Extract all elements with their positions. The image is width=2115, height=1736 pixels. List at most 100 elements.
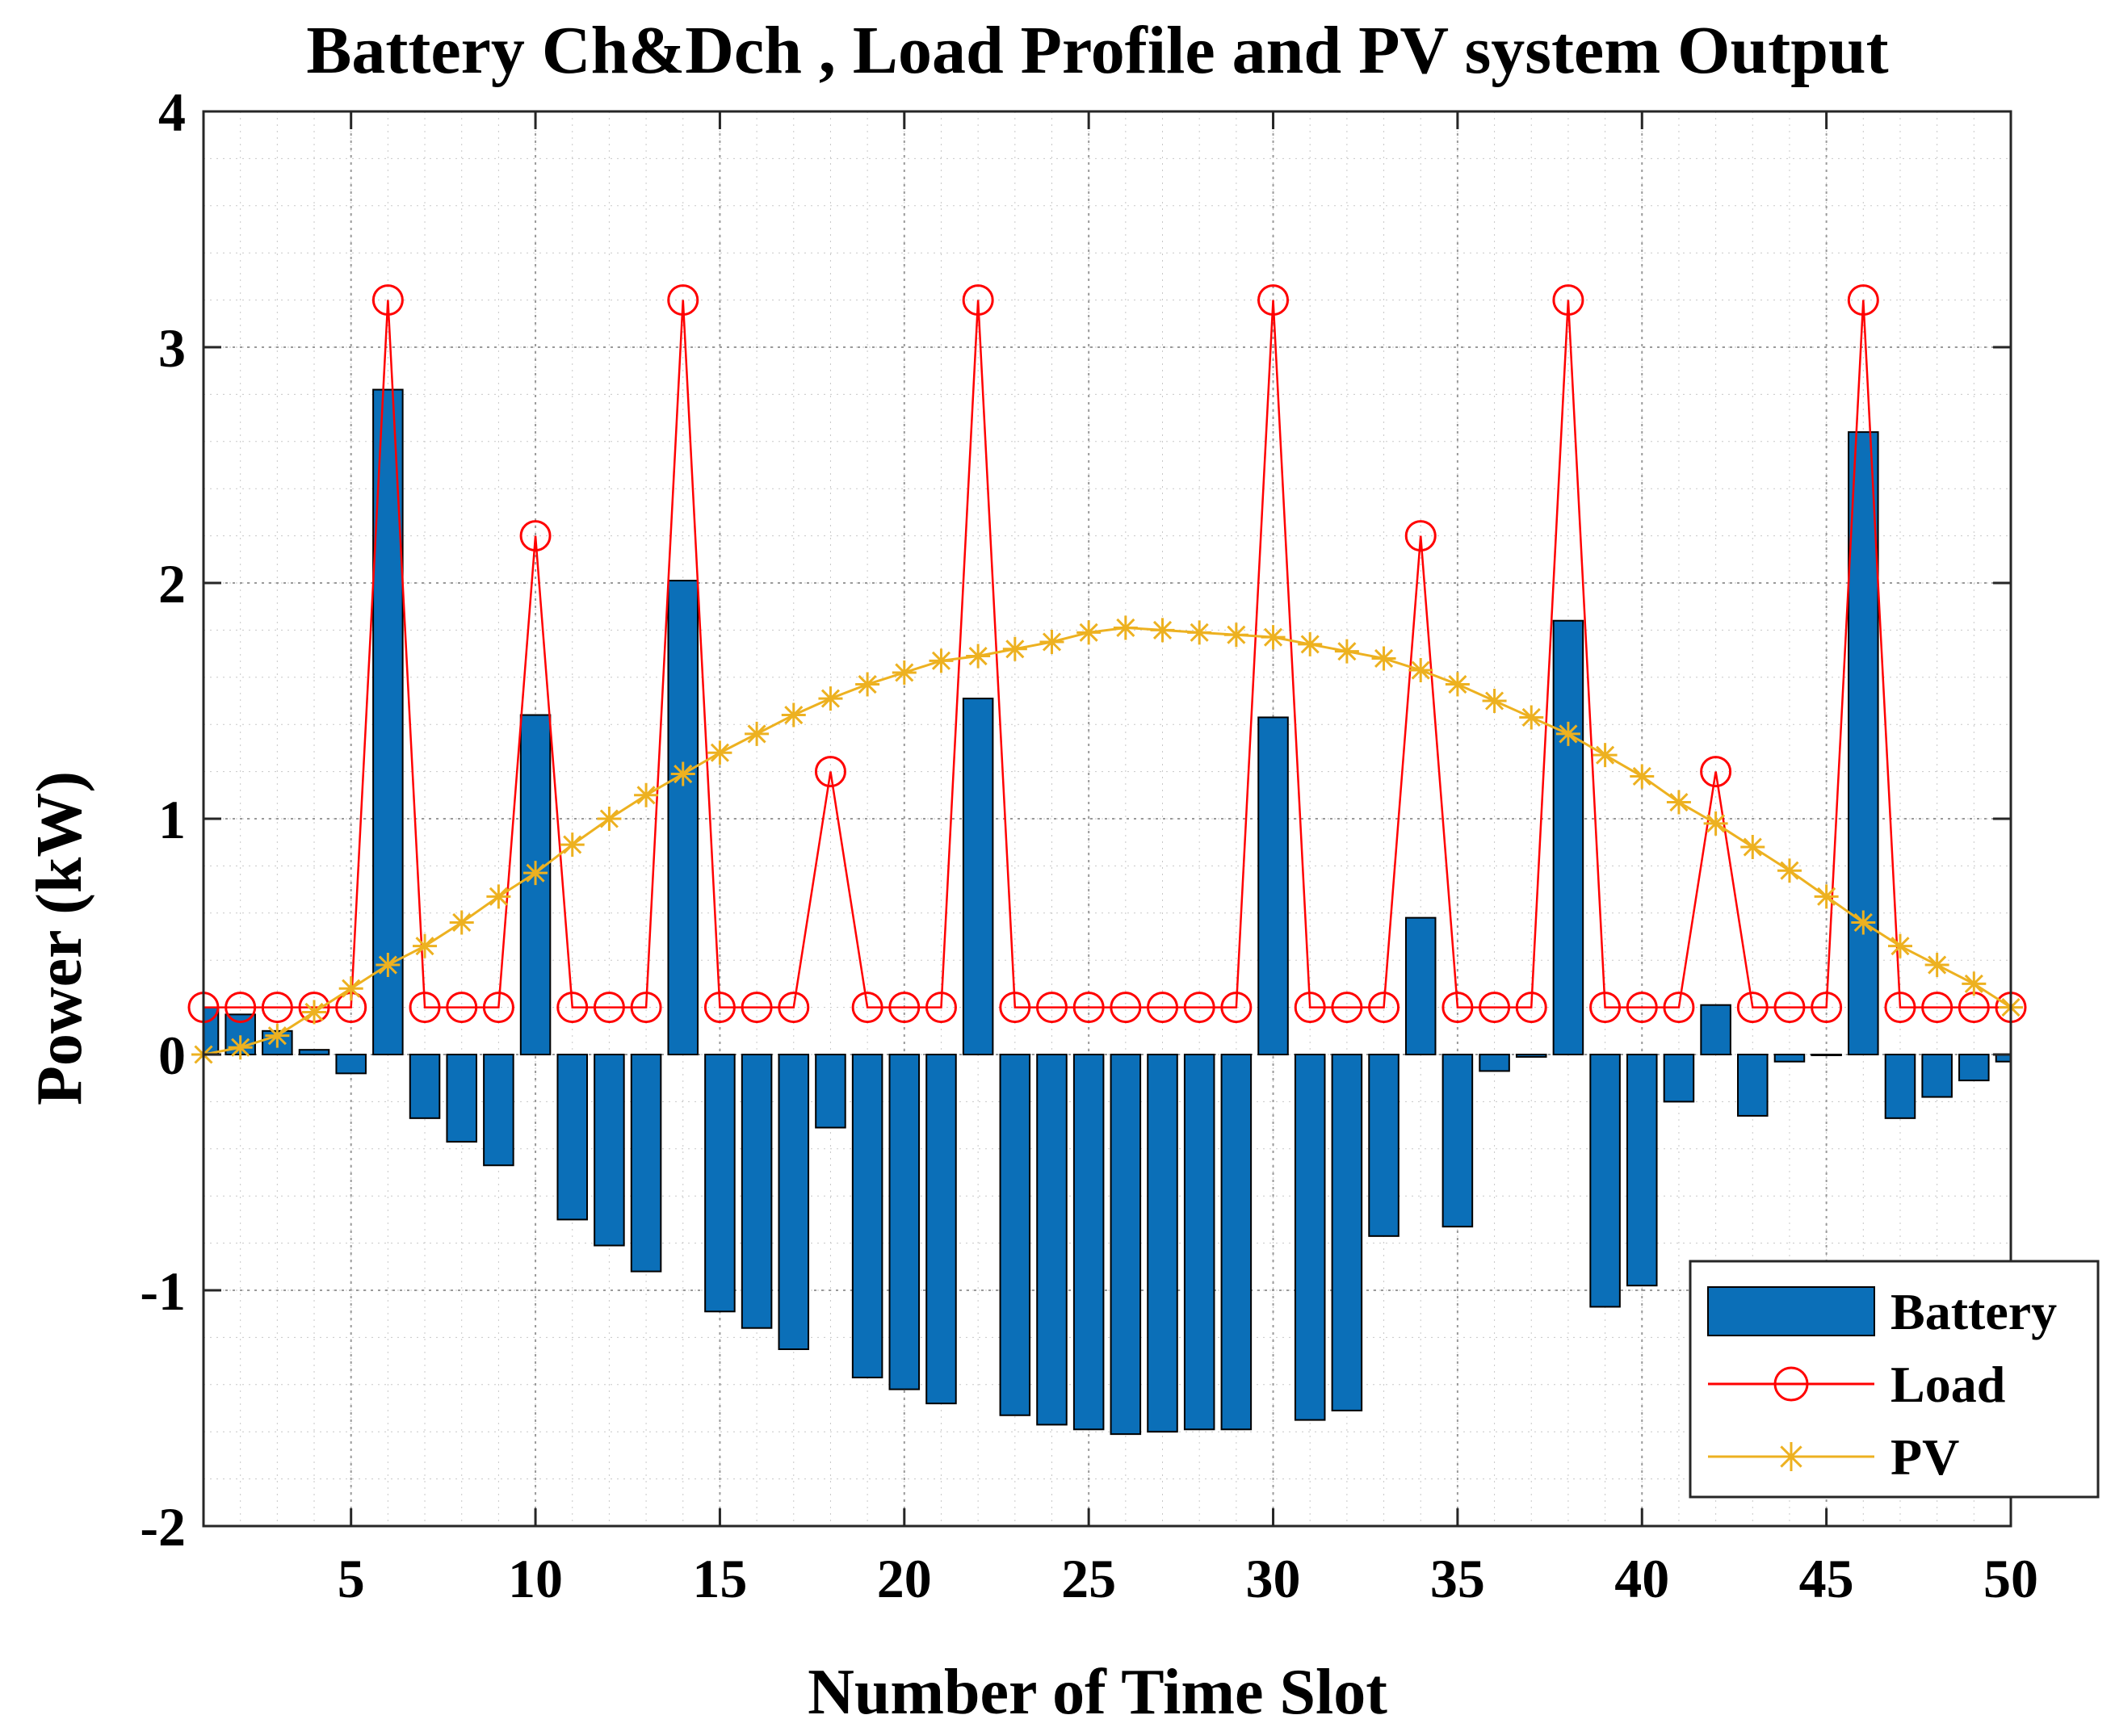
load-marker xyxy=(999,992,1031,1024)
x-tick-label: 50 xyxy=(1983,1548,2038,1609)
x-tick-label: 20 xyxy=(877,1548,932,1609)
pv-marker xyxy=(449,910,474,935)
battery-bar xyxy=(888,1054,921,1390)
battery-bar xyxy=(1404,916,1437,1056)
battery-bar xyxy=(1183,1054,1215,1431)
pv-marker xyxy=(855,672,880,697)
battery-bar xyxy=(1663,1054,1695,1103)
pv-marker xyxy=(1076,620,1102,645)
load-marker xyxy=(630,992,662,1024)
pv-marker xyxy=(1002,636,1027,661)
battery-bar xyxy=(778,1054,810,1350)
pv-marker xyxy=(228,1035,253,1060)
battery-bar xyxy=(1257,716,1289,1055)
battery-bar xyxy=(851,1054,883,1379)
pv-marker xyxy=(929,648,954,673)
pv-marker xyxy=(1334,639,1359,664)
pv-marker xyxy=(634,782,659,807)
load-marker xyxy=(1035,992,1068,1024)
load-marker xyxy=(1736,992,1769,1024)
battery-bar xyxy=(1147,1054,1178,1433)
plot-area: 5 10 15 20 25 30 35 40 45 50 -2 -1 0 1 2 3 4 xyxy=(140,82,2038,1609)
battery-bar xyxy=(556,1054,589,1221)
pv-marker xyxy=(1482,689,1507,713)
battery-bar xyxy=(594,1054,625,1247)
pv-marker xyxy=(1223,623,1248,648)
load-marker xyxy=(225,992,257,1024)
y-tick-label: 1 xyxy=(158,789,186,850)
pv-marker xyxy=(523,861,548,886)
battery-bar xyxy=(999,1054,1031,1416)
pv-marker xyxy=(338,976,363,1001)
y-tick-label: -2 xyxy=(140,1496,186,1558)
battery-bar xyxy=(1848,431,1879,1055)
battery-bar xyxy=(1626,1054,1658,1287)
load-marker xyxy=(1589,992,1622,1024)
pv-marker xyxy=(966,644,991,669)
load-marker xyxy=(261,992,293,1024)
y-tick-label: -1 xyxy=(140,1260,186,1322)
load-marker xyxy=(1884,992,1916,1024)
y-tick-label: 0 xyxy=(158,1025,186,1086)
load-marker xyxy=(741,992,773,1024)
battery-bar xyxy=(1552,619,1584,1055)
chart-title: Battery Ch&Dch , Load Profile and PV sys… xyxy=(306,13,1888,88)
pv-marker xyxy=(1408,658,1433,683)
load-marker xyxy=(1404,520,1437,552)
load-marker xyxy=(1663,992,1695,1024)
legend-label-load: Load xyxy=(1890,1356,2005,1413)
pv-marker xyxy=(1261,625,1286,650)
battery-bar xyxy=(962,698,994,1056)
load-marker xyxy=(446,992,478,1024)
x-tick-label: 40 xyxy=(1614,1548,1669,1609)
pv-marker xyxy=(707,740,732,765)
load-marker xyxy=(888,992,921,1024)
battery-bar xyxy=(815,1054,846,1129)
load-marker xyxy=(556,992,589,1024)
load-marker xyxy=(1183,992,1215,1024)
x-axis-label: Number of Time Slot xyxy=(808,1657,1387,1728)
load-marker xyxy=(1368,992,1400,1024)
load-marker xyxy=(371,284,404,317)
y-tick-label: 2 xyxy=(158,553,186,614)
pv-marker xyxy=(1666,790,1691,815)
load-marker xyxy=(1515,992,1547,1024)
pv-marker xyxy=(670,761,695,786)
load-marker xyxy=(1110,992,1142,1024)
load-marker xyxy=(1700,756,1732,788)
load-marker xyxy=(519,520,552,552)
x-tick-label: 35 xyxy=(1430,1548,1485,1609)
pv-marker xyxy=(1593,743,1618,768)
y-axis-label: Power (kW) xyxy=(24,771,95,1105)
battery-bar xyxy=(1331,1054,1363,1411)
load-marker xyxy=(1257,284,1290,317)
battery-bar xyxy=(1884,1054,1916,1119)
load-marker xyxy=(1921,992,1953,1024)
load-marker xyxy=(1331,992,1363,1024)
battery-bar xyxy=(1441,1054,1474,1228)
pv-marker xyxy=(560,832,585,858)
battery-bar xyxy=(1589,1054,1621,1308)
pv-marker xyxy=(1630,764,1655,789)
battery-bar xyxy=(1368,1054,1400,1237)
battery-bar xyxy=(1958,1054,1990,1082)
load-marker xyxy=(1072,992,1105,1024)
x-tick-label: 10 xyxy=(508,1548,563,1609)
load-marker xyxy=(1479,992,1511,1024)
pv-marker xyxy=(781,702,806,728)
pv-marker xyxy=(413,933,438,958)
legend-marker-pv xyxy=(1777,1442,1806,1471)
battery-bar xyxy=(704,1054,736,1313)
pv-marker xyxy=(486,884,511,909)
x-tick-label: 25 xyxy=(1061,1548,1116,1609)
pv-marker xyxy=(1924,953,1949,978)
load-marker xyxy=(1441,992,1474,1024)
x-tick-label: 15 xyxy=(692,1548,747,1609)
pv-marker xyxy=(1740,835,1765,860)
load-marker xyxy=(703,992,736,1024)
battery-bar xyxy=(1773,1054,1806,1063)
load-marker xyxy=(593,992,625,1024)
battery-bar xyxy=(1220,1054,1253,1431)
pv-marker xyxy=(1039,630,1064,654)
